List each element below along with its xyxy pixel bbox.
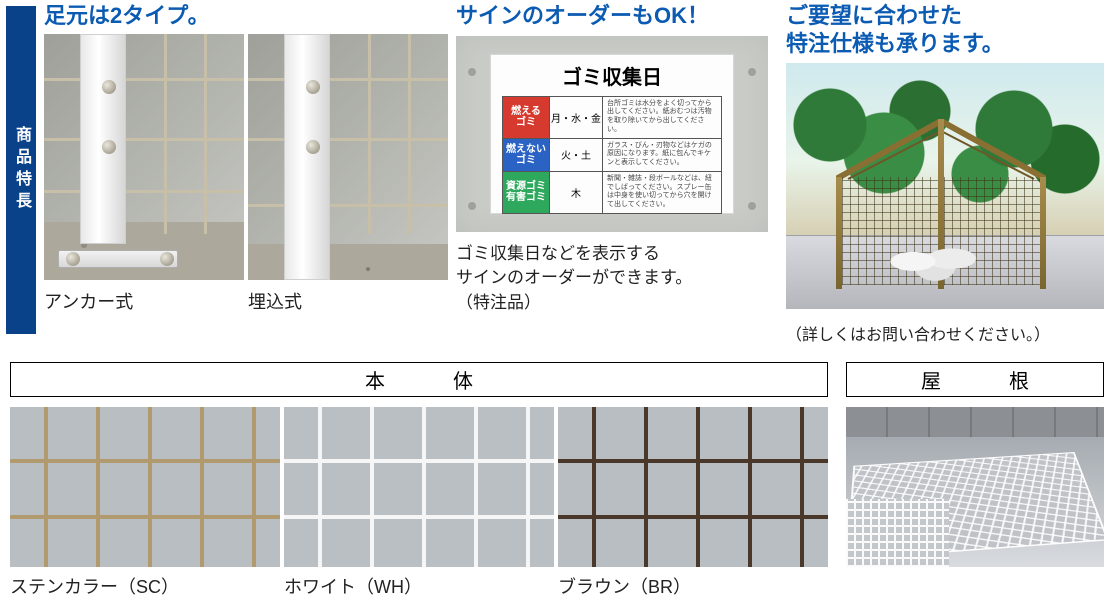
sign-table-row: 資源ゴミ 有害ゴミ木新聞・雑誌・段ボールなどは、紐でしばってください。スプレー缶… bbox=[503, 171, 721, 213]
color-swatch bbox=[10, 407, 280, 567]
yane-header: 屋 根 bbox=[846, 362, 1104, 397]
color-swatch bbox=[558, 407, 828, 567]
sign-heading: サインのオーダーもOK！ bbox=[456, 2, 786, 30]
color-swatch bbox=[284, 407, 554, 567]
foot-type-anchor-image bbox=[44, 34, 244, 280]
foot-type-embed-image bbox=[248, 34, 448, 280]
sign-row-note: ガラス・びん・刃物などはケガの原因になります。紙に包んでキケンと表示してください… bbox=[603, 139, 721, 171]
sign-caption-line: サインのオーダーができます。 bbox=[456, 266, 786, 291]
color-swatch-label: ホワイト（WH） bbox=[284, 573, 554, 599]
sign-row-note: 新聞・雑誌・段ボールなどは、紐でしばってください。スプレー缶は中身を使い切ってか… bbox=[603, 172, 721, 213]
sign-order-section: サインのオーダーもOK！ ゴミ収集日 燃える ゴミ月・水・金台所ゴミは水分をよく… bbox=[456, 2, 786, 315]
sidebar-tab: 商品特長 bbox=[6, 6, 36, 334]
sign-board-title: ゴミ収集日 bbox=[491, 55, 733, 96]
foot-type-anchor-label: アンカー式 bbox=[44, 288, 244, 314]
sign-caption-line: ゴミ収集日などを表示する bbox=[456, 242, 786, 267]
sign-row-tag: 燃える ゴミ bbox=[503, 97, 549, 138]
sign-row-day: 火・土 bbox=[549, 139, 603, 171]
color-swatch-label: ブラウン（BR） bbox=[558, 573, 828, 599]
roof-photo bbox=[846, 407, 1104, 567]
sign-table-row: 燃えない ゴミ火・土ガラス・びん・刃物などはケガの原因になります。紙に包んでキケ… bbox=[503, 138, 721, 171]
sign-caption-line: （特注品） bbox=[456, 291, 786, 316]
sign-table-row: 燃える ゴミ月・水・金台所ゴミは水分をよく切ってから出してください。紙おむつは汚… bbox=[503, 97, 721, 138]
foot-heading: 足元は2タイプ。 bbox=[44, 2, 450, 30]
foot-type-embed-label: 埋込式 bbox=[248, 288, 448, 314]
sign-row-note: 台所ゴミは水分をよく切ってから出してください。紙おむつは汚物を取り除いてから出し… bbox=[603, 97, 721, 138]
sign-row-tag: 燃えない ゴミ bbox=[503, 139, 549, 171]
color-swatch-label: ステンカラー（SC） bbox=[10, 573, 280, 599]
custom-spec-illustration bbox=[786, 63, 1104, 309]
sign-board-image: ゴミ収集日 燃える ゴミ月・水・金台所ゴミは水分をよく切ってから出してください。… bbox=[456, 36, 768, 232]
hontai-header: 本 体 bbox=[10, 362, 828, 397]
custom-caption: （詳しくはお問い合わせください。） bbox=[786, 321, 1112, 345]
custom-spec-section: ご要望に合わせた 特注仕様も承ります。 （詳しくはお問い合わせください。） bbox=[786, 2, 1112, 345]
custom-heading: ご要望に合わせた 特注仕様も承ります。 bbox=[786, 2, 1112, 57]
foot-type-section: 足元は2タイプ。 アンカー式 bbox=[44, 2, 450, 314]
sign-row-day: 木 bbox=[549, 172, 603, 213]
sign-row-tag: 資源ゴミ 有害ゴミ bbox=[503, 172, 549, 213]
sign-row-day: 月・水・金 bbox=[549, 97, 603, 138]
